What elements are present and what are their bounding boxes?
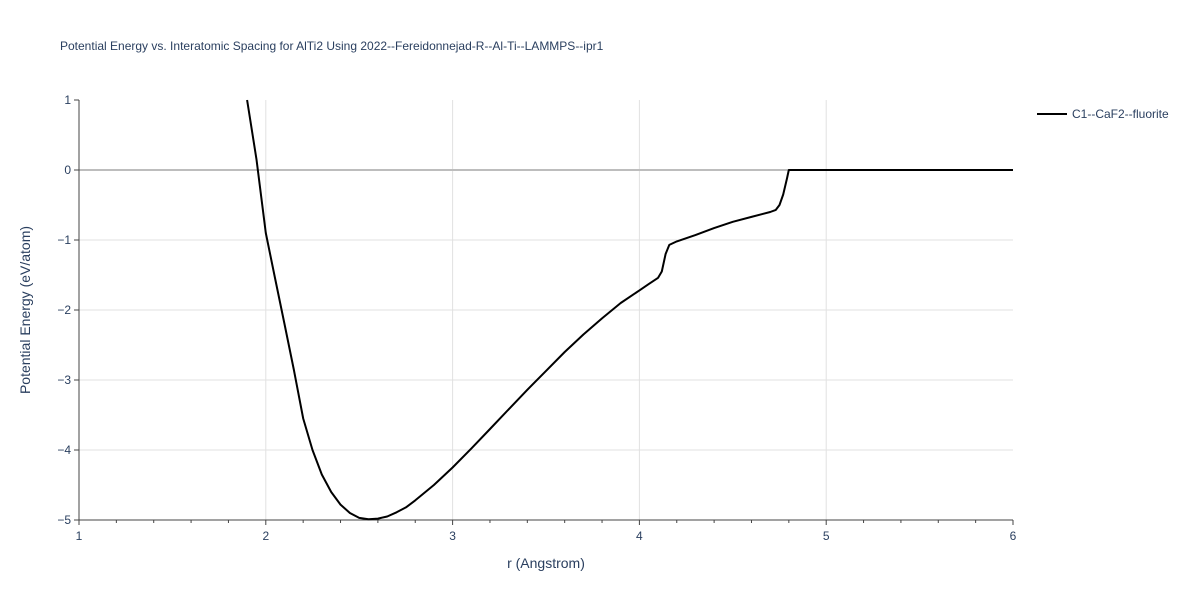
grid bbox=[79, 100, 1013, 520]
y-tick-label: −3 bbox=[57, 373, 71, 387]
x-tick-label: 3 bbox=[449, 529, 456, 543]
x-tick-label: 1 bbox=[76, 529, 83, 543]
y-tick-label: −2 bbox=[57, 303, 71, 317]
y-tick-label: −1 bbox=[57, 233, 71, 247]
legend[interactable]: C1--CaF2--fluorite bbox=[1037, 107, 1169, 121]
legend-label: C1--CaF2--fluorite bbox=[1072, 107, 1169, 121]
axes: 1 2 3 4 5 6 1 0 −1 −2 −3 −4 −5 bbox=[57, 93, 1016, 543]
series-line-0[interactable] bbox=[246, 99, 1013, 521]
y-tick-label: −5 bbox=[57, 513, 71, 527]
chart-title: Potential Energy vs. Interatomic Spacing… bbox=[60, 39, 604, 53]
x-tick-label: 2 bbox=[262, 529, 269, 543]
y-tick-label: 1 bbox=[64, 93, 71, 107]
x-tick-label: 4 bbox=[636, 529, 643, 543]
series-layer bbox=[246, 99, 1013, 521]
y-tick-label: −4 bbox=[57, 443, 71, 457]
y-tick-label: 0 bbox=[64, 163, 71, 177]
y-axis-title: Potential Energy (eV/atom) bbox=[17, 226, 33, 394]
x-axis-title: r (Angstrom) bbox=[507, 555, 585, 571]
x-tick-label: 5 bbox=[823, 529, 830, 543]
x-tick-label: 6 bbox=[1010, 529, 1017, 543]
